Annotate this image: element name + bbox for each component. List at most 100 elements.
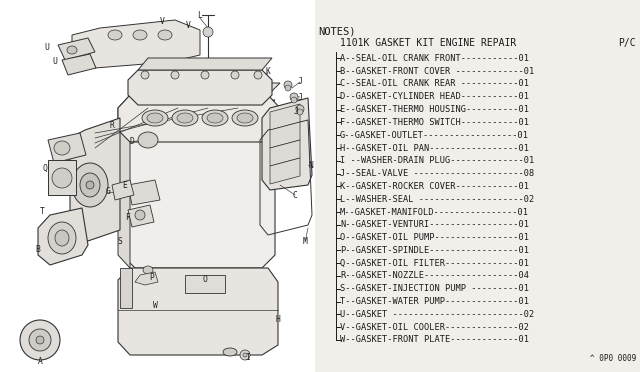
- Ellipse shape: [29, 329, 51, 351]
- Bar: [48, 160, 76, 195]
- Text: H: H: [276, 315, 280, 324]
- Ellipse shape: [203, 27, 213, 37]
- Text: B--GASKET-FRONT COVER -------------01: B--GASKET-FRONT COVER -------------01: [340, 67, 534, 76]
- Text: N: N: [308, 160, 314, 170]
- Ellipse shape: [67, 46, 77, 54]
- Text: I --WASHER-DRAIN PLUG--------------01: I --WASHER-DRAIN PLUG--------------01: [340, 156, 534, 165]
- Bar: [185, 275, 225, 293]
- Ellipse shape: [54, 141, 70, 155]
- Polygon shape: [122, 112, 275, 268]
- Text: V: V: [159, 17, 164, 26]
- Text: 1101K GASKET KIT ENGINE REPAIR: 1101K GASKET KIT ENGINE REPAIR: [340, 38, 516, 48]
- Text: C--SEAL-OIL CRANK REAR -----------01: C--SEAL-OIL CRANK REAR -----------01: [340, 80, 529, 89]
- Ellipse shape: [254, 71, 262, 79]
- Text: J: J: [298, 77, 303, 87]
- Text: J: J: [294, 108, 298, 116]
- Text: J--SEAL-VALVE ---------------------08: J--SEAL-VALVE ---------------------08: [340, 169, 534, 178]
- Ellipse shape: [147, 113, 163, 123]
- Ellipse shape: [108, 30, 122, 40]
- Text: U: U: [52, 58, 58, 67]
- Text: O: O: [203, 276, 207, 285]
- Ellipse shape: [135, 210, 145, 220]
- Ellipse shape: [223, 348, 237, 356]
- Text: A: A: [38, 357, 42, 366]
- Text: R--GASKET-NOZZLE------------------04: R--GASKET-NOZZLE------------------04: [340, 272, 529, 280]
- Ellipse shape: [158, 30, 172, 40]
- Polygon shape: [128, 180, 160, 205]
- Text: S--GASKET-INJECTION PUMP ---------01: S--GASKET-INJECTION PUMP ---------01: [340, 284, 529, 293]
- Polygon shape: [270, 122, 300, 148]
- Text: I: I: [246, 353, 250, 362]
- Text: W: W: [152, 301, 157, 310]
- Ellipse shape: [177, 113, 193, 123]
- Text: S: S: [118, 237, 122, 247]
- Ellipse shape: [52, 168, 72, 188]
- Polygon shape: [128, 70, 272, 105]
- Ellipse shape: [237, 113, 253, 123]
- Polygon shape: [128, 205, 154, 227]
- Ellipse shape: [202, 110, 228, 126]
- Ellipse shape: [232, 110, 258, 126]
- Ellipse shape: [48, 222, 76, 254]
- Polygon shape: [112, 180, 134, 200]
- Text: H--GASKET-OIL PAN-----------------01: H--GASKET-OIL PAN-----------------01: [340, 144, 529, 153]
- Text: G: G: [106, 187, 111, 196]
- Text: Q: Q: [43, 164, 47, 173]
- Text: E--GASKET-THERMO HOUSING----------01: E--GASKET-THERMO HOUSING----------01: [340, 105, 529, 114]
- Text: P/C: P/C: [618, 38, 636, 48]
- Ellipse shape: [207, 113, 223, 123]
- Text: A--SEAL-OIL CRANK FRONT-----------01: A--SEAL-OIL CRANK FRONT-----------01: [340, 54, 529, 63]
- Polygon shape: [62, 54, 96, 75]
- Polygon shape: [270, 104, 300, 130]
- Text: ^ 0P0 0009: ^ 0P0 0009: [589, 354, 636, 363]
- Text: J: J: [298, 93, 303, 102]
- Polygon shape: [118, 268, 278, 355]
- Text: M: M: [303, 237, 307, 247]
- Text: N--GASKET-VENTURI-----------------01: N--GASKET-VENTURI-----------------01: [340, 220, 529, 229]
- Text: F--GASKET-THERMO SWITCH-----------01: F--GASKET-THERMO SWITCH-----------01: [340, 118, 529, 127]
- Text: W--GASKET-FRONT PLATE-------------01: W--GASKET-FRONT PLATE-------------01: [340, 336, 529, 344]
- Polygon shape: [70, 118, 120, 242]
- Text: G--GASKET-OUTLET------------------01: G--GASKET-OUTLET------------------01: [340, 131, 529, 140]
- Ellipse shape: [36, 336, 44, 344]
- Text: K: K: [266, 67, 271, 77]
- Text: U: U: [45, 42, 49, 51]
- Text: L: L: [198, 12, 202, 20]
- Ellipse shape: [284, 81, 292, 89]
- Polygon shape: [58, 38, 95, 60]
- Polygon shape: [135, 100, 275, 112]
- Text: NOTES): NOTES): [318, 27, 355, 37]
- Text: B: B: [36, 246, 40, 254]
- Polygon shape: [118, 95, 280, 142]
- Text: T: T: [40, 208, 44, 217]
- Text: O--GASKET-OIL PUMP----------------01: O--GASKET-OIL PUMP----------------01: [340, 233, 529, 242]
- Polygon shape: [72, 20, 200, 68]
- Polygon shape: [130, 83, 280, 95]
- Polygon shape: [138, 58, 272, 70]
- Text: D--GASKET-CYLINDER HEAD-----------01: D--GASKET-CYLINDER HEAD-----------01: [340, 92, 529, 101]
- Ellipse shape: [141, 71, 149, 79]
- Ellipse shape: [142, 110, 168, 126]
- Bar: [120, 268, 132, 308]
- Ellipse shape: [201, 71, 209, 79]
- Polygon shape: [118, 95, 130, 268]
- Text: C: C: [292, 190, 298, 199]
- Text: R: R: [109, 121, 115, 129]
- Text: F: F: [125, 214, 131, 222]
- Ellipse shape: [296, 105, 304, 113]
- Ellipse shape: [72, 163, 108, 207]
- Text: K--GASKET-ROCKER COVER------------01: K--GASKET-ROCKER COVER------------01: [340, 182, 529, 191]
- Polygon shape: [270, 140, 300, 166]
- Text: P--GASKET-SPINDLE-----------------01: P--GASKET-SPINDLE-----------------01: [340, 246, 529, 255]
- Polygon shape: [48, 133, 86, 163]
- Ellipse shape: [291, 97, 297, 103]
- Ellipse shape: [133, 30, 147, 40]
- Text: M--GASKET-MANIFOLD----------------01: M--GASKET-MANIFOLD----------------01: [340, 208, 529, 217]
- Ellipse shape: [80, 173, 100, 197]
- Bar: [0, 0, 315, 372]
- Polygon shape: [38, 208, 88, 265]
- Ellipse shape: [172, 110, 198, 126]
- Ellipse shape: [240, 350, 250, 360]
- Text: D: D: [129, 138, 134, 147]
- Text: T--GASKET-WATER PUMP--------------01: T--GASKET-WATER PUMP--------------01: [340, 297, 529, 306]
